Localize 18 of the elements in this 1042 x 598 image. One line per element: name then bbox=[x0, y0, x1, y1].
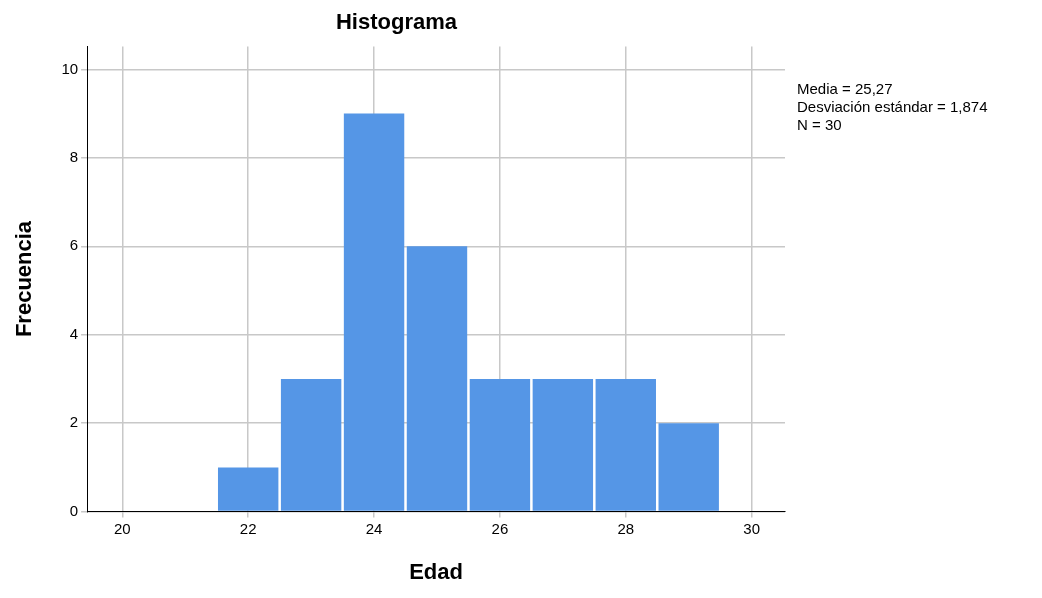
y-tick-label: 10 bbox=[61, 59, 79, 77]
text: Media = 25,27 bbox=[797, 80, 894, 98]
chart-title: Histograma bbox=[335, 9, 458, 35]
x-tick-label: 24 bbox=[365, 519, 383, 537]
text: Desviación estándar = 1,874 bbox=[797, 98, 988, 116]
y-tick-label: 2 bbox=[69, 413, 79, 431]
x-tick-label: 22 bbox=[239, 519, 257, 537]
y-tick-label: 4 bbox=[69, 324, 79, 342]
x-tick-label: 20 bbox=[113, 519, 131, 537]
text: N = 30 bbox=[797, 116, 843, 134]
x-tick-label: 28 bbox=[617, 519, 635, 537]
x-tick-label: 26 bbox=[491, 519, 509, 537]
x-tick-label: 30 bbox=[743, 519, 760, 537]
x-axis-title: Edad bbox=[409, 558, 463, 584]
y-tick-label: 8 bbox=[69, 147, 79, 165]
y-tick-label: 0 bbox=[69, 501, 79, 519]
y-tick-label: 6 bbox=[69, 236, 79, 254]
y-axis-title: Frecuencia bbox=[11, 220, 37, 338]
